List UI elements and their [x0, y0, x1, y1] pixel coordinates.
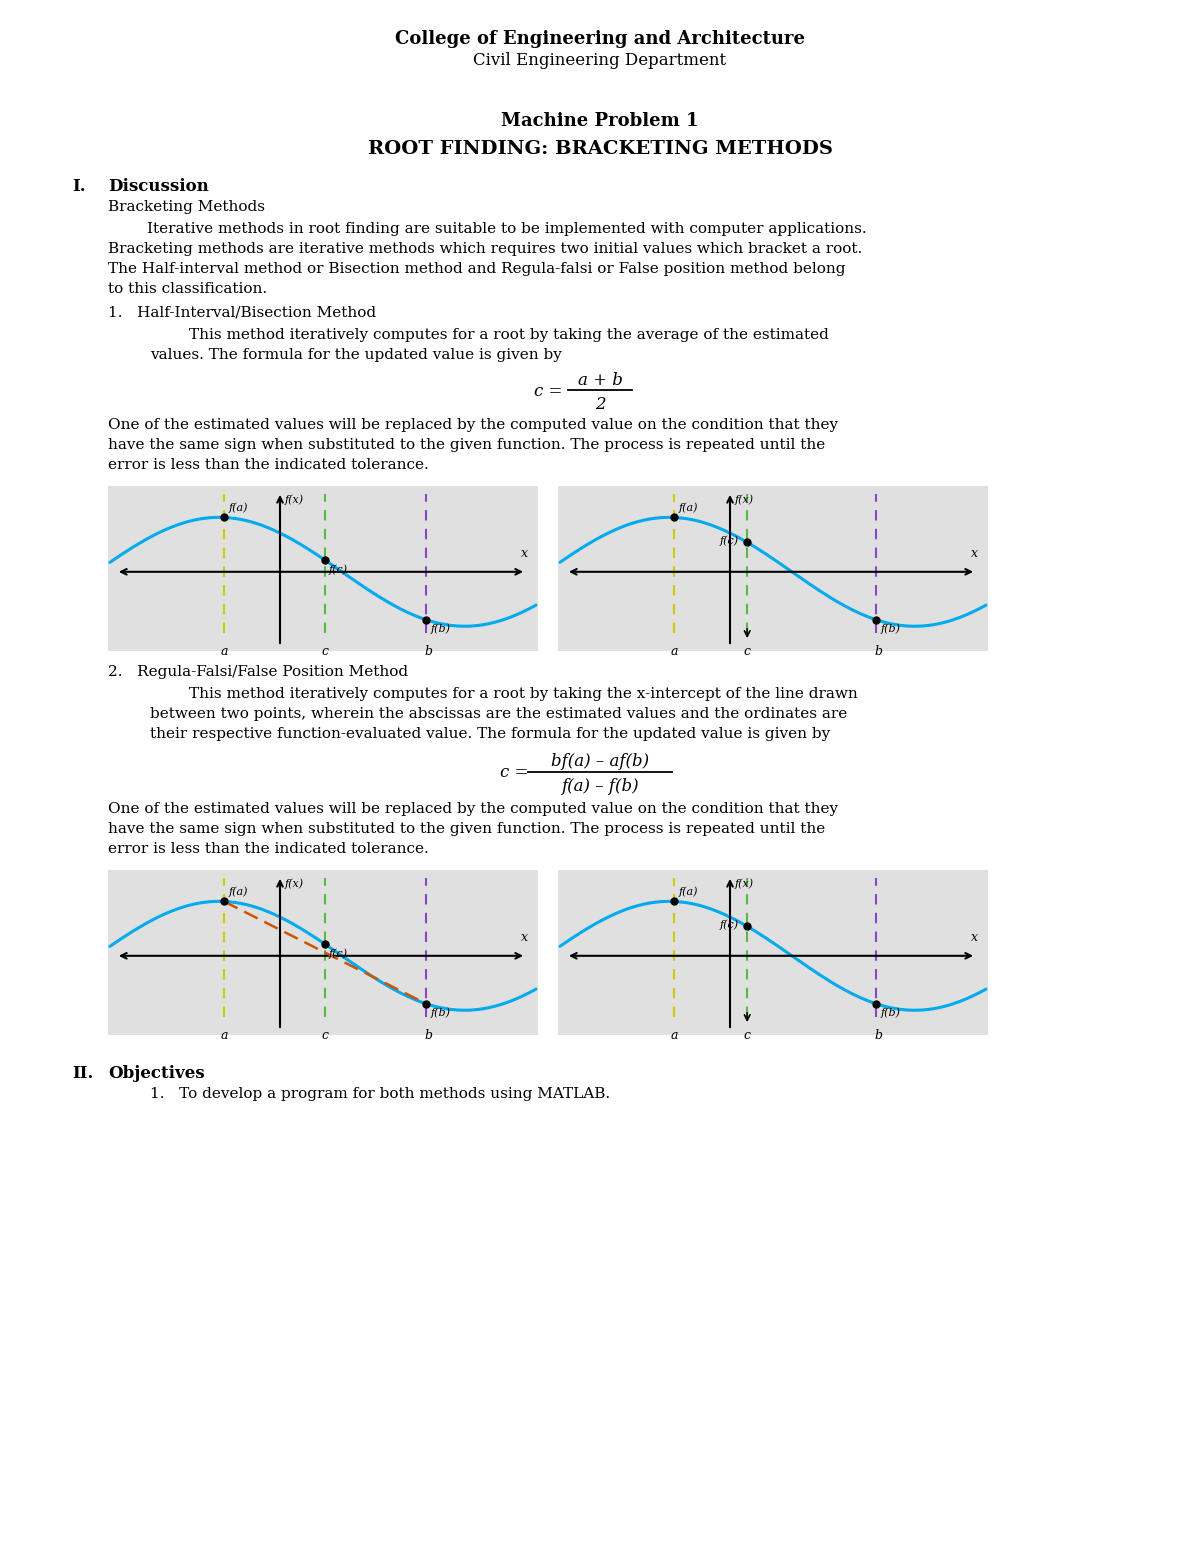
Text: their respective function-evaluated value. The formula for the updated value is : their respective function-evaluated valu… [150, 727, 830, 741]
Text: f(b): f(b) [431, 624, 450, 634]
Bar [558, 486, 988, 651]
Text: f(a): f(a) [679, 503, 698, 514]
Text: This method iteratively computes for a root by taking the x-intercept of the lin: This method iteratively computes for a r… [150, 686, 858, 700]
Text: f(a): f(a) [679, 887, 698, 898]
Text: f(x): f(x) [286, 494, 304, 505]
Bar [558, 870, 988, 1034]
Text: have the same sign when substituted to the given function. The process is repeat: have the same sign when substituted to t… [108, 438, 826, 452]
Text: c =: c = [534, 384, 568, 401]
Text: error is less than the indicated tolerance.: error is less than the indicated toleran… [108, 458, 428, 472]
Text: error is less than the indicated tolerance.: error is less than the indicated toleran… [108, 842, 428, 856]
Text: x: x [521, 930, 528, 944]
Text: c =: c = [500, 764, 534, 781]
Text: b: b [425, 1030, 432, 1042]
Text: II.: II. [72, 1065, 94, 1082]
Text: b: b [874, 1030, 882, 1042]
Text: f(c): f(c) [329, 949, 348, 958]
Text: c: c [744, 1030, 751, 1042]
Text: f(b): f(b) [431, 1008, 450, 1019]
Text: 1.   Half-Interval/Bisection Method: 1. Half-Interval/Bisection Method [108, 306, 376, 320]
Text: f(c): f(c) [719, 536, 738, 545]
Text: 1.   To develop a program for both methods using MATLAB.: 1. To develop a program for both methods… [150, 1087, 610, 1101]
Bar [108, 486, 538, 651]
Text: values. The formula for the updated value is given by: values. The formula for the updated valu… [150, 348, 562, 362]
Text: Machine Problem 1: Machine Problem 1 [502, 112, 698, 130]
Text: b: b [874, 644, 882, 658]
Text: f(x): f(x) [286, 877, 304, 888]
Text: f(c): f(c) [719, 919, 738, 930]
Text: Objectives: Objectives [108, 1065, 205, 1082]
Text: I.: I. [72, 179, 85, 196]
Text: c: c [744, 644, 751, 658]
Text: a + b: a + b [577, 373, 623, 388]
Text: One of the estimated values will be replaced by the computed value on the condit: One of the estimated values will be repl… [108, 801, 838, 815]
Text: c: c [322, 644, 329, 658]
Text: Civil Engineering Department: Civil Engineering Department [474, 51, 726, 68]
Text: Discussion: Discussion [108, 179, 209, 196]
Text: This method iteratively computes for a root by taking the average of the estimat: This method iteratively computes for a r… [150, 328, 829, 342]
Text: b: b [425, 644, 432, 658]
Text: between two points, wherein the abscissas are the estimated values and the ordin: between two points, wherein the abscissa… [150, 707, 847, 721]
Text: f(a) – f(b): f(a) – f(b) [562, 778, 638, 795]
Text: The Half-interval method or Bisection method and Regula-falsi or False position : The Half-interval method or Bisection me… [108, 262, 846, 276]
Text: f(x): f(x) [734, 877, 754, 888]
Text: bf(a) – af(b): bf(a) – af(b) [551, 753, 649, 770]
Text: f(x): f(x) [734, 494, 754, 505]
Text: f(a): f(a) [229, 503, 248, 514]
Text: a: a [671, 1030, 678, 1042]
Text: 2: 2 [595, 396, 605, 413]
Text: f(c): f(c) [329, 564, 348, 575]
Text: Iterative methods in root finding are suitable to be implemented with computer a: Iterative methods in root finding are su… [108, 222, 866, 236]
Text: x: x [971, 547, 978, 559]
Text: x: x [971, 930, 978, 944]
Text: a: a [221, 1030, 228, 1042]
Text: Bracketing Methods: Bracketing Methods [108, 200, 265, 214]
Text: ROOT FINDING: BRACKETING METHODS: ROOT FINDING: BRACKETING METHODS [367, 140, 833, 158]
Text: f(b): f(b) [881, 1008, 900, 1019]
Text: to this classification.: to this classification. [108, 283, 268, 297]
Text: a: a [221, 644, 228, 658]
Text: x: x [521, 547, 528, 559]
Text: One of the estimated values will be replaced by the computed value on the condit: One of the estimated values will be repl… [108, 418, 838, 432]
Text: 2.   Regula-Falsi/False Position Method: 2. Regula-Falsi/False Position Method [108, 665, 408, 679]
Text: c: c [322, 1030, 329, 1042]
Text: f(a): f(a) [229, 887, 248, 898]
Text: College of Engineering and Architecture: College of Engineering and Architecture [395, 30, 805, 48]
Text: f(b): f(b) [881, 624, 900, 634]
Text: Bracketing methods are iterative methods which requires two initial values which: Bracketing methods are iterative methods… [108, 242, 863, 256]
Text: have the same sign when substituted to the given function. The process is repeat: have the same sign when substituted to t… [108, 822, 826, 836]
Bar [108, 870, 538, 1034]
Text: a: a [671, 644, 678, 658]
